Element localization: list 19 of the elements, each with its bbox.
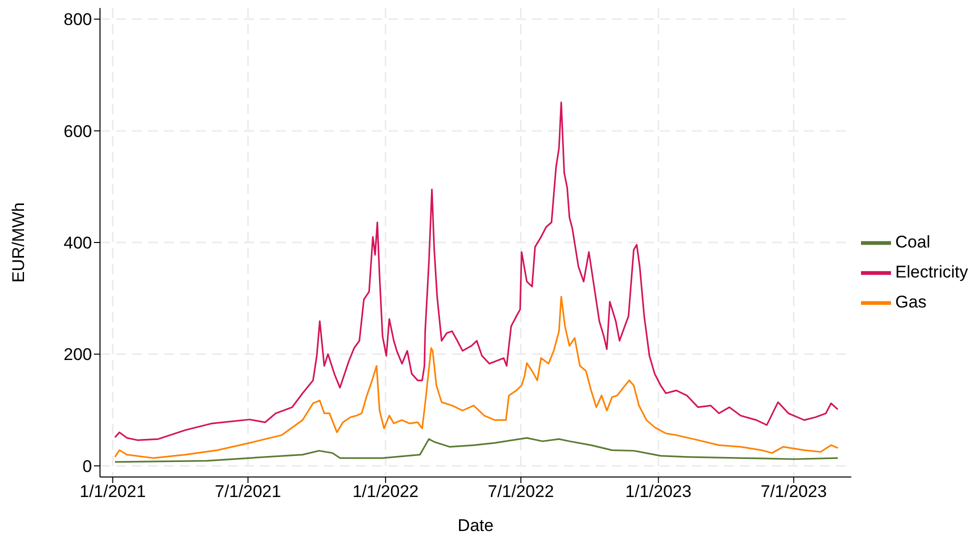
x-tick-label: 7/1/2021 (214, 482, 282, 502)
y-tick-label: 800 (64, 10, 92, 30)
line-series (114, 102, 839, 441)
y-tick-label: 0 (82, 456, 92, 476)
x-tick-label: 1/1/2022 (352, 482, 419, 502)
x-tick-label: 1/1/2023 (625, 482, 692, 502)
y-tick-label: 400 (64, 234, 92, 253)
x-axis-title: Date (458, 516, 494, 535)
x-tick-label: 7/1/2022 (488, 482, 554, 502)
legend-label: Electricity (895, 262, 968, 281)
y-tick-label: 600 (64, 122, 92, 141)
line-series (114, 296, 839, 459)
x-tick-label: 1/1/2021 (80, 482, 146, 502)
legend-label: Coal (895, 232, 930, 251)
y-tick-label: 200 (64, 345, 92, 364)
line-series (114, 437, 839, 463)
x-tick-label: 7/1/2023 (760, 482, 827, 502)
y-axis-title: EUR/MWh (9, 202, 28, 283)
legend-label: Gas (895, 292, 926, 311)
